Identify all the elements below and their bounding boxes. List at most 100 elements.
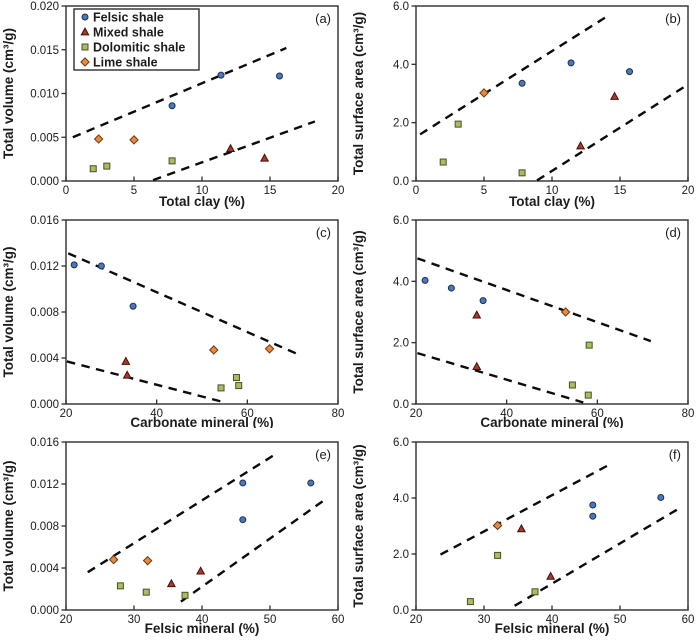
felsic-data-point (518, 79, 526, 87)
y-tick-label: 0.016 (30, 215, 59, 227)
felsic-data-point (567, 59, 575, 67)
y-axis-title: Total volume (cm³/g) (1, 460, 16, 591)
y-axis-title: Total surface area (cm³/g) (351, 230, 366, 393)
trend-line (67, 252, 300, 356)
felsic-data-point (97, 262, 105, 270)
legend-label: Lime shale (93, 56, 158, 70)
mixed-data-point (121, 356, 131, 365)
felsic-data-point (307, 479, 315, 487)
x-tick-label: 30 (128, 614, 141, 626)
panel-letter: (e) (315, 447, 331, 462)
mixed-data-point (122, 370, 132, 379)
felsic-data-point (626, 68, 634, 76)
y-tick-label: 0.000 (30, 605, 59, 617)
mixed-data-point (472, 361, 482, 370)
felsic-data-point (589, 501, 597, 509)
x-axis-title: Felsic mineral (%) (495, 621, 610, 636)
trend-line (416, 257, 652, 343)
lime-data-point (129, 135, 139, 145)
x-tick-label: 60 (332, 614, 345, 626)
x-tick-label: 40 (546, 614, 559, 626)
trend-line (513, 508, 679, 607)
x-tick-label: 60 (591, 408, 604, 420)
dolomitic-data-point (585, 341, 593, 349)
x-tick-label: 50 (614, 614, 627, 626)
chart-f-total-surface-area-vs-felsic-mineral: 20 30 40 50 60 0.0 2.0 4.0 6.0 Felsic mineral (%)… (351, 437, 695, 636)
legend-label: Felsic shale (93, 11, 164, 25)
x-tick-label: 20 (410, 614, 423, 626)
dolomitic-data-point (531, 588, 539, 596)
x-tick-label: 60 (682, 614, 695, 626)
x-axis-title: Total clay (%) (509, 194, 595, 209)
y-tick-label: 0.0 (393, 176, 409, 188)
dolomitic-data-point (103, 162, 111, 170)
lime-data-point (560, 307, 571, 317)
mixed-data-point (516, 523, 526, 533)
y-axis-title: Total volume (cm³/g) (1, 246, 16, 377)
y-tick-label: 2.0 (393, 338, 409, 350)
y-tick-label: 0.0 (393, 605, 409, 617)
legend-label: Dolomitic shale (93, 41, 185, 55)
lime-data-point (479, 88, 489, 98)
dolomitic-data-point (568, 381, 576, 389)
y-tick-label: 0.005 (30, 132, 59, 144)
x-tick-label: 10 (546, 185, 559, 197)
y-tick-label: 0.004 (30, 353, 59, 365)
dolomitic-data-point (584, 391, 592, 399)
x-tick-label: 0 (413, 185, 419, 197)
dolomitic-data-point (142, 588, 150, 596)
y-tick-label: 0.016 (30, 437, 59, 449)
dolomitic-data-point (217, 384, 225, 392)
lime-data-point (208, 345, 219, 355)
y-axis-title: Total volume (cm³/g) (1, 28, 16, 159)
felsic-data-point (239, 479, 247, 487)
trend-line (419, 16, 606, 136)
lime-data-point (492, 520, 503, 531)
trend-line (87, 451, 279, 574)
chart-a-total-volume-vs-total-clay: 0 5 10 15 20 0.000 0.005 0.010 0.015 0.020 Total c… (1, 1, 345, 209)
chart-c-total-volume-vs-carbonate-mineral: 20 40 60 80 0.000 0.004 0.008 0.012 0.016 Carbona… (1, 215, 345, 428)
panel-letter: (f) (669, 447, 681, 462)
trend-line (152, 120, 316, 182)
mixed-data-point (260, 153, 270, 162)
y-tick-label: 4.0 (393, 493, 409, 505)
felsic-data-point (217, 71, 225, 79)
x-tick-label: 15 (264, 185, 277, 197)
legend-marker-felsic (81, 13, 89, 21)
legend-marker-lime (80, 57, 90, 67)
dolomitic-data-point (116, 582, 124, 590)
dolomitic-data-point (89, 165, 97, 173)
x-tick-label: 50 (264, 614, 277, 626)
x-axis-title: Felsic mineral (%) (145, 621, 260, 636)
x-tick-label: 20 (682, 185, 695, 197)
x-tick-label: 20 (332, 185, 345, 197)
x-tick-label: 20 (60, 408, 73, 420)
mixed-data-point (196, 566, 206, 575)
y-tick-label: 6.0 (393, 437, 409, 449)
x-tick-label: 5 (131, 185, 137, 197)
x-tick-label: 20 (60, 614, 73, 626)
y-axis-title: Total surface area (cm³/g) (351, 12, 366, 175)
y-tick-label: 0.010 (30, 89, 59, 101)
trend-line (66, 360, 227, 405)
x-tick-label: 15 (614, 185, 627, 197)
x-tick-label: 40 (500, 408, 513, 420)
x-tick-label: 80 (682, 408, 695, 420)
y-tick-label: 0.004 (30, 563, 59, 575)
felsic-data-point (421, 276, 429, 284)
x-tick-label: 80 (332, 408, 345, 420)
x-tick-label: 10 (196, 185, 209, 197)
y-tick-label: 6.0 (393, 1, 409, 13)
mixed-data-point (472, 310, 482, 319)
x-tick-label: 20 (410, 408, 423, 420)
mixed-data-point (576, 141, 586, 150)
dolomitic-data-point (235, 382, 243, 390)
chart-d-total-surface-area-vs-carbonate-mineral: 20 40 60 80 0.0 2.0 4.0 6.0 Carbonate mineral (%… (351, 215, 695, 428)
y-tick-label: 4.0 (393, 276, 409, 288)
y-tick-label: 6.0 (393, 215, 409, 227)
plot-frame (65, 441, 339, 611)
dolomitic-data-point (168, 157, 176, 165)
y-tick-label: 2.0 (393, 118, 409, 130)
dolomitic-data-point (494, 551, 502, 559)
panel-letter: (b) (665, 11, 681, 26)
